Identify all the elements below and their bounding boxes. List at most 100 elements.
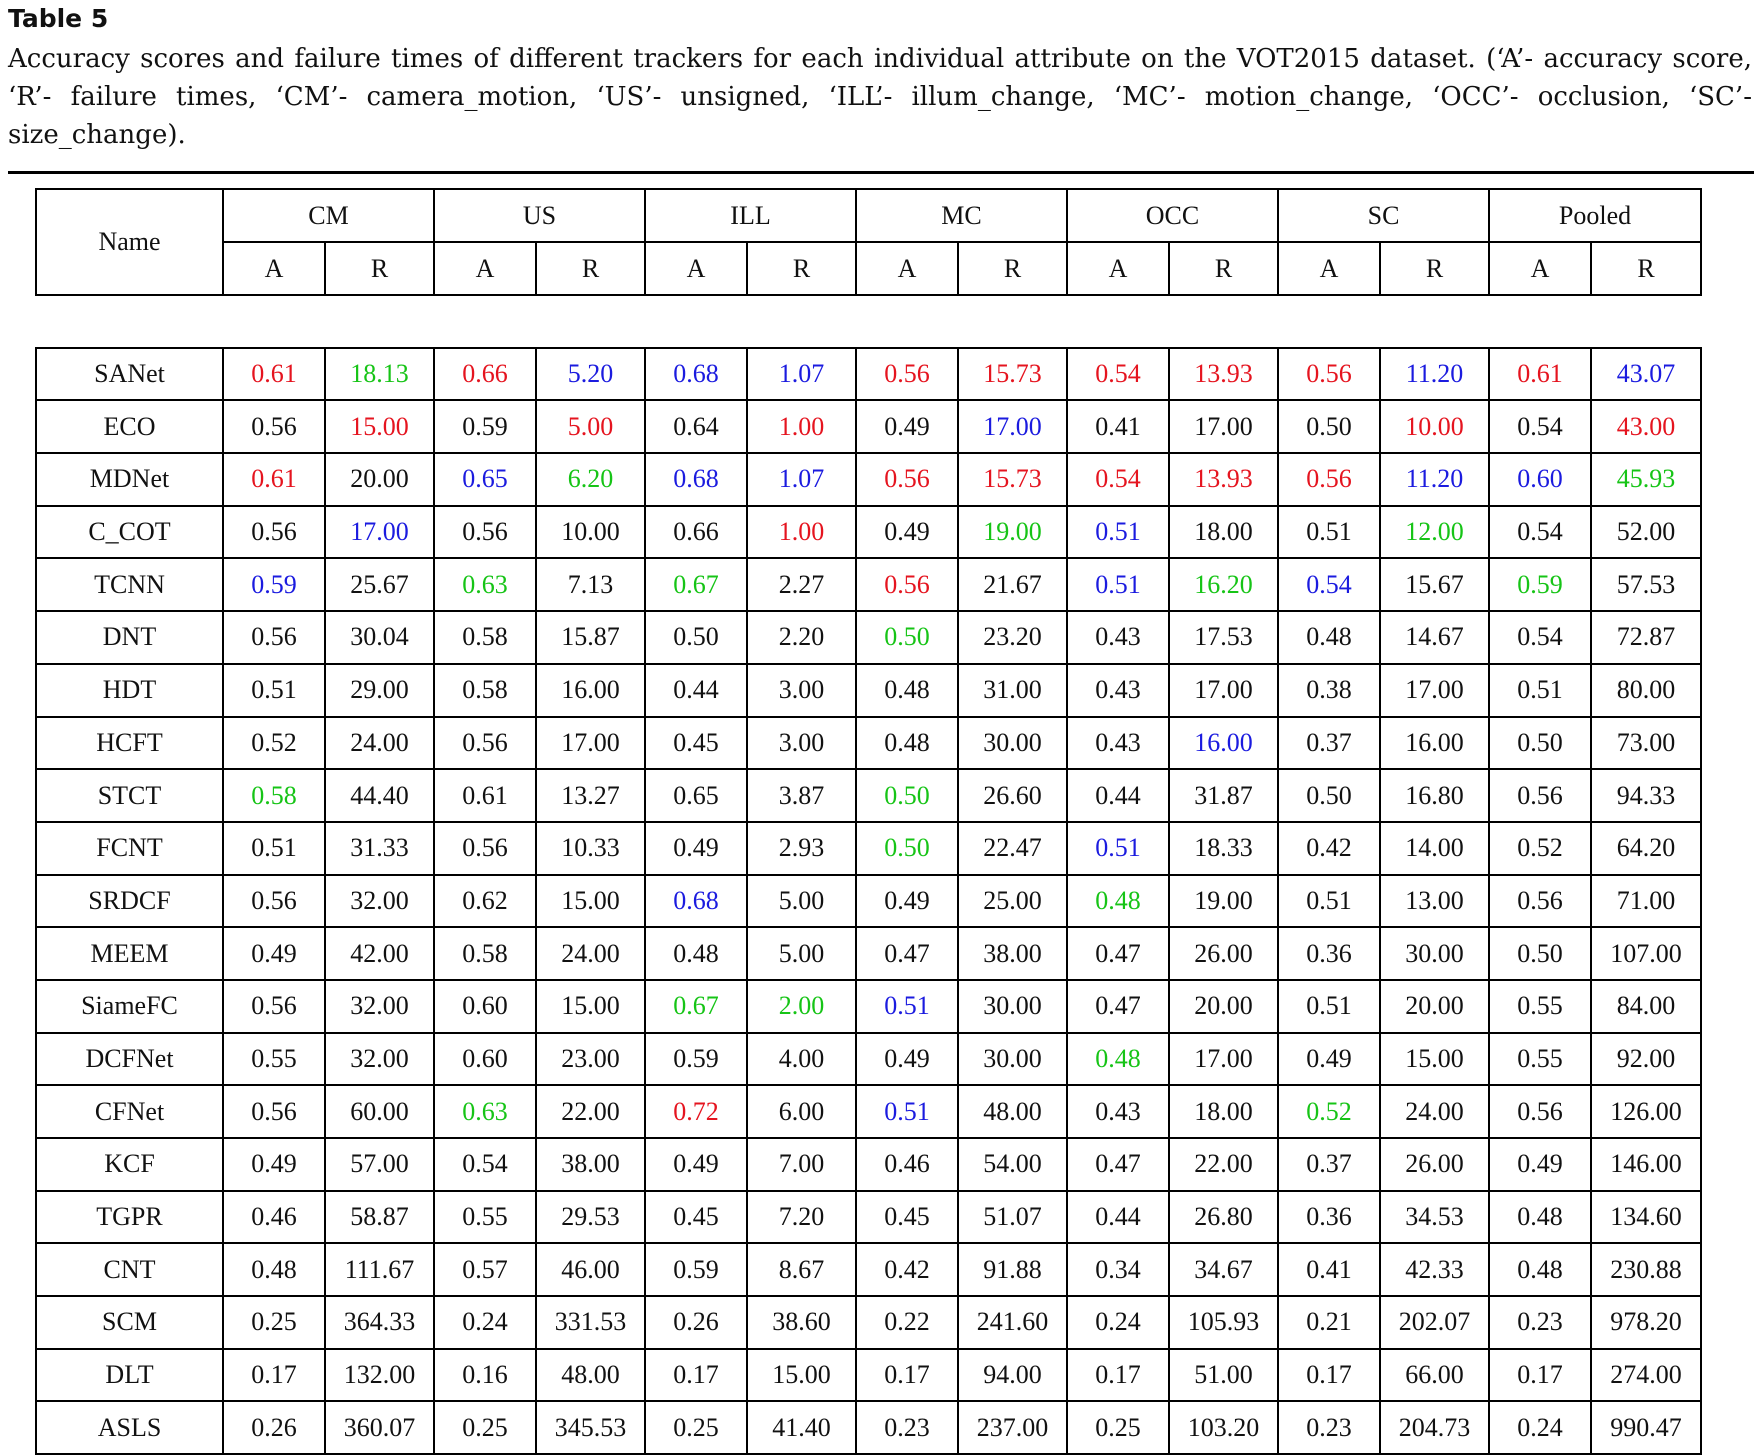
table-cell: 0.50 — [1277, 399, 1382, 455]
tracker-name: KCF — [35, 1137, 224, 1192]
sub-header-r: R — [1590, 241, 1703, 296]
table-cell: 0.66 — [433, 346, 537, 402]
table-cell: 57.53 — [1590, 557, 1703, 613]
table-row: SCM 0.25 364.33 0.24 331.53 0.26 38.60 0.22 241.… — [35, 1295, 1703, 1350]
table-cell: 0.46 — [222, 1189, 326, 1245]
table-row: C_COT 0.56 17.00 0.56 10.00 0.66 1.00 0.49 19.00… — [35, 504, 1703, 560]
table-cell: 126.00 — [1590, 1084, 1703, 1139]
tracker-name: CFNet — [35, 1084, 224, 1139]
table-cell: 58.87 — [324, 1189, 435, 1245]
table-body: SANet 0.61 18.13 0.66 5.20 0.68 1.07 0.56 15.73 0… — [35, 294, 1703, 1455]
table-cell: 0.44 — [644, 662, 748, 718]
table-row: CNT 0.48 111.67 0.57 46.00 0.59 8.67 0.42 91.88 0… — [35, 1242, 1703, 1298]
table-cell: 0.17 — [222, 1347, 326, 1403]
table-cell: 16.00 — [1379, 715, 1491, 771]
table-cell: 0.26 — [644, 1295, 748, 1350]
table-cell: 2.27 — [745, 557, 858, 613]
table-cell: 0.68 — [644, 873, 748, 929]
table-cell: 23.00 — [535, 1031, 646, 1087]
table-cell: 0.51 — [222, 820, 326, 876]
table-cell: 0.23 — [1488, 1295, 1593, 1350]
table-cell: 0.17 — [1488, 1347, 1593, 1403]
table-cell: 26.80 — [1168, 1189, 1280, 1245]
table-cell: 0.42 — [855, 1242, 960, 1298]
table-cell: 0.55 — [1488, 978, 1593, 1034]
table-cell: 16.20 — [1168, 557, 1280, 613]
table-cell: 0.56 — [855, 557, 960, 613]
table-cell: 24.00 — [535, 926, 646, 981]
table-cell: 2.20 — [745, 610, 858, 665]
table-cell: 1.00 — [745, 399, 858, 455]
table-cell: 14.00 — [1379, 820, 1491, 876]
table-cell: 29.53 — [535, 1189, 646, 1245]
table-cell: 13.93 — [1168, 346, 1280, 402]
table-row: SANet 0.61 18.13 0.66 5.20 0.68 1.07 0.56 15.73 0… — [35, 346, 1703, 402]
table-cell: 345.53 — [535, 1400, 646, 1455]
sub-header-r: R — [535, 241, 646, 296]
table-cell: 45.93 — [1590, 452, 1703, 507]
table-cell: 0.56 — [222, 504, 326, 560]
table-cell: 0.50 — [1488, 926, 1593, 981]
table-cell: 0.49 — [644, 820, 748, 876]
table-cell: 990.47 — [1590, 1400, 1703, 1455]
table-cell: 41.40 — [745, 1400, 858, 1455]
table-cell: 0.59 — [1488, 557, 1593, 613]
table-cell: 5.00 — [745, 873, 858, 929]
sub-header-a: A — [433, 241, 537, 296]
table-cell: 15.67 — [1379, 557, 1491, 613]
table-cell: 0.46 — [855, 1137, 960, 1192]
table-cell: 0.51 — [1488, 662, 1593, 718]
table-cell: 0.50 — [855, 610, 960, 665]
table-cell: 0.47 — [1066, 978, 1171, 1034]
table-cell: 66.00 — [1379, 1347, 1491, 1403]
table-cell: 0.17 — [1066, 1347, 1171, 1403]
table-cell: 0.56 — [433, 820, 537, 876]
sub-header-a: A — [644, 241, 748, 296]
table-cell: 15.87 — [535, 610, 646, 665]
table-cell: 103.20 — [1168, 1400, 1280, 1455]
tracker-name: MDNet — [35, 452, 224, 507]
tracker-name: TCNN — [35, 557, 224, 613]
table-cell: 0.63 — [433, 557, 537, 613]
table-cell: 6.20 — [535, 452, 646, 507]
table-cell: 0.58 — [222, 768, 326, 823]
table-cell: 0.24 — [433, 1295, 537, 1350]
table-cell: 0.68 — [644, 346, 748, 402]
table-cell: 7.13 — [535, 557, 646, 613]
table-cell: 6.00 — [745, 1084, 858, 1139]
table-cell: 18.13 — [324, 346, 435, 402]
tracker-name: CNT — [35, 1242, 224, 1298]
table-cell: 0.52 — [1488, 820, 1593, 876]
table-cell: 84.00 — [1590, 978, 1703, 1034]
table-cell: 0.56 — [855, 346, 960, 402]
table-cell: 34.67 — [1168, 1242, 1280, 1298]
tracker-name: DCFNet — [35, 1031, 224, 1087]
group-header-us: US — [433, 188, 646, 243]
table-cell: 0.56 — [222, 399, 326, 455]
table-cell: 2.93 — [745, 820, 858, 876]
table-cell: 978.20 — [1590, 1295, 1703, 1350]
table-cell: 0.56 — [855, 452, 960, 507]
table-cell: 0.60 — [1488, 452, 1593, 507]
table-cell: 17.00 — [1168, 1031, 1280, 1087]
table-cell: 111.67 — [324, 1242, 435, 1298]
table-cell: 17.00 — [324, 504, 435, 560]
table-row: SiameFC 0.56 32.00 0.60 15.00 0.67 2.00 0.51 30.… — [35, 978, 1703, 1034]
tracker-name: STCT — [35, 768, 224, 823]
table-cell: 0.43 — [1066, 1084, 1171, 1139]
table-cell: 0.54 — [1066, 346, 1171, 402]
table-row: DNT 0.56 30.04 0.58 15.87 0.50 2.20 0.50 23.20 0.… — [35, 610, 1703, 665]
table-cell: 4.00 — [745, 1031, 858, 1087]
table-cell: 0.56 — [433, 715, 537, 771]
tracker-name: SANet — [35, 346, 224, 402]
table-cell: 0.55 — [433, 1189, 537, 1245]
table-row: STCT 0.58 44.40 0.61 13.27 0.65 3.87 0.50 26.60 0… — [35, 768, 1703, 823]
table-cell: 0.49 — [222, 1137, 326, 1192]
table-cell: 29.00 — [324, 662, 435, 718]
table-cell: 92.00 — [1590, 1031, 1703, 1087]
table-row: HDT 0.51 29.00 0.58 16.00 0.44 3.00 0.48 31.00 0.… — [35, 662, 1703, 718]
table-cell: 38.00 — [535, 1137, 646, 1192]
tracker-name: FCNT — [35, 820, 224, 876]
table-cell: 17.00 — [1168, 662, 1280, 718]
table-cell: 0.23 — [855, 1400, 960, 1455]
